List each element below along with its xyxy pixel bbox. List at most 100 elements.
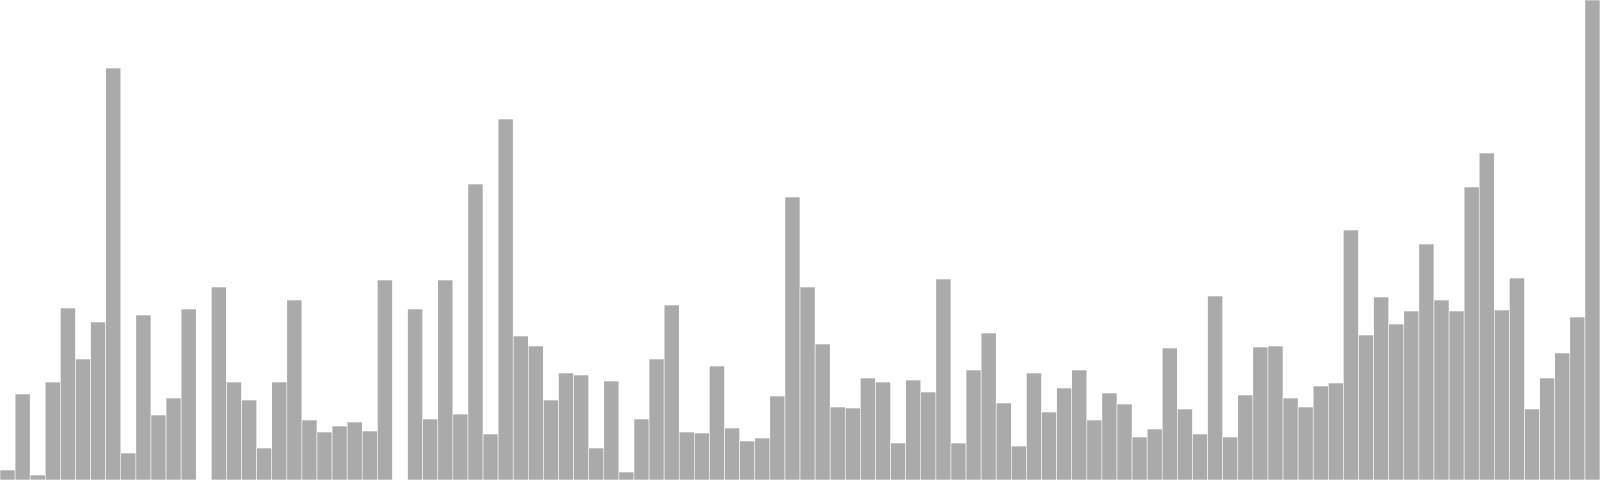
bar-41	[603, 380, 620, 480]
bar-76	[1131, 436, 1148, 480]
bar-78	[1161, 347, 1178, 480]
bar-46	[678, 431, 695, 480]
bar-45	[663, 304, 680, 480]
bar-54	[799, 286, 816, 480]
bar-35	[512, 335, 529, 480]
bar-34	[497, 118, 514, 480]
bar-101	[1509, 277, 1525, 480]
bar-25	[361, 430, 378, 480]
bar-24	[346, 421, 363, 480]
bar-58	[860, 377, 876, 480]
bar-42	[618, 471, 635, 480]
bar-33	[482, 433, 499, 480]
bar-59	[875, 381, 891, 480]
bar-93	[1388, 323, 1405, 480]
bar-32	[467, 183, 484, 480]
bar-106	[1584, 0, 1600, 480]
bar-74	[1101, 392, 1118, 480]
bar-31	[452, 413, 469, 480]
bar-90	[1343, 229, 1359, 480]
bar-8	[105, 67, 122, 480]
bar-66	[980, 332, 997, 480]
bar-44	[648, 358, 665, 480]
bar-40	[588, 447, 605, 480]
bar-6	[75, 358, 91, 480]
bar-68	[1011, 445, 1027, 480]
bar-12	[165, 397, 182, 480]
bar-83	[1237, 394, 1254, 480]
bar-81	[1207, 295, 1223, 480]
bar-100	[1494, 309, 1510, 480]
bar-97	[1448, 310, 1465, 480]
bar-67	[995, 402, 1012, 480]
bar-103	[1539, 377, 1556, 480]
bar-36	[527, 345, 544, 480]
bar-55	[814, 343, 831, 480]
bar-60	[890, 442, 906, 480]
bar-63	[935, 278, 952, 480]
bar-88	[1312, 385, 1329, 480]
bar-84	[1252, 346, 1269, 480]
bar-96	[1433, 299, 1450, 480]
bar-30	[437, 279, 454, 480]
bar-61	[905, 379, 922, 480]
bar-51	[754, 437, 771, 480]
bar-19	[271, 381, 288, 480]
bar-71	[1056, 387, 1072, 480]
bar-39	[573, 374, 589, 480]
bar-56	[829, 406, 846, 480]
bar-53	[784, 196, 801, 480]
bar-15	[211, 286, 227, 480]
bar-10	[135, 314, 152, 480]
bar-28	[407, 308, 423, 480]
bar-4	[44, 381, 61, 480]
bar-102	[1524, 408, 1540, 480]
bar-73	[1086, 419, 1103, 480]
bar-38	[558, 372, 574, 480]
bar-22	[316, 431, 333, 480]
bar-99	[1478, 152, 1495, 480]
bar-47	[694, 432, 710, 480]
bar-11	[150, 414, 167, 480]
bar-95	[1418, 243, 1435, 480]
bar-57	[844, 407, 861, 480]
bar-91	[1358, 334, 1374, 480]
bar-9	[120, 452, 137, 480]
bar-105	[1569, 316, 1586, 480]
bar-29	[422, 418, 439, 480]
bar-48	[709, 365, 725, 480]
bar-80	[1192, 433, 1208, 480]
bar-7	[90, 321, 106, 480]
bar-92	[1373, 296, 1389, 480]
bar-98	[1463, 186, 1480, 480]
bar-89	[1328, 382, 1344, 480]
bar-86	[1282, 397, 1299, 480]
bar-21	[301, 419, 318, 480]
bar-52	[769, 395, 786, 480]
bar-26	[377, 279, 393, 480]
bar-18	[256, 447, 272, 480]
bar-20	[286, 299, 303, 480]
bar-82	[1222, 436, 1239, 480]
bar-50	[739, 440, 756, 480]
bar-16	[226, 381, 242, 480]
bar-79	[1177, 408, 1193, 480]
bar-94	[1403, 310, 1420, 480]
bar-104	[1554, 352, 1571, 480]
bar-75	[1116, 403, 1133, 480]
bar-49	[724, 427, 740, 480]
bar-62	[920, 391, 937, 480]
bar-77	[1146, 428, 1163, 480]
bar-64	[950, 442, 967, 480]
bar-43	[633, 418, 650, 480]
bar-3	[29, 474, 46, 480]
bar-13	[180, 308, 197, 480]
bar-37	[543, 399, 559, 480]
bar-70	[1041, 411, 1057, 480]
bar-2	[14, 393, 31, 480]
bar-1	[0, 469, 16, 480]
bar-5	[60, 307, 76, 480]
bar-87	[1297, 406, 1314, 480]
